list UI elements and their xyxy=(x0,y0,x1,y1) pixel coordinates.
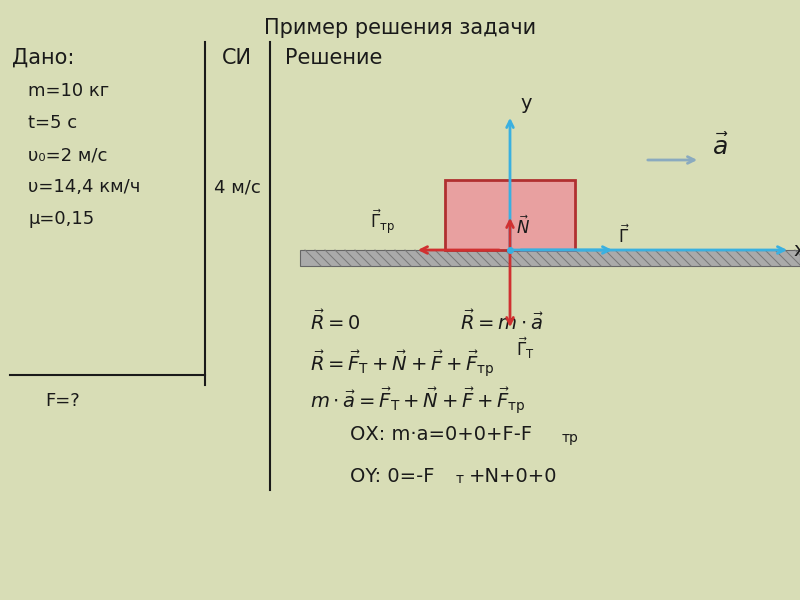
Text: +N+0+0: +N+0+0 xyxy=(469,467,558,486)
Text: ОY: 0=-F: ОY: 0=-F xyxy=(350,467,434,486)
Text: Пример решения задачи: Пример решения задачи xyxy=(264,18,536,38)
Text: μ=0,15: μ=0,15 xyxy=(28,210,94,228)
Bar xyxy=(445,180,575,250)
Text: $\vec{N}$: $\vec{N}$ xyxy=(516,216,530,238)
Text: $\vec{R} = m \cdot \vec{a}$: $\vec{R} = m \cdot \vec{a}$ xyxy=(460,310,544,334)
Text: $\vec{\Gamma}_{\mathrm{T}}$: $\vec{\Gamma}_{\mathrm{T}}$ xyxy=(516,336,534,361)
Text: $\vec{\Gamma}$: $\vec{\Gamma}$ xyxy=(618,225,630,247)
Text: t=5 с: t=5 с xyxy=(28,114,77,132)
Text: x: x xyxy=(793,241,800,259)
Text: $\vec{a}$: $\vec{a}$ xyxy=(712,134,729,160)
Text: т: т xyxy=(456,472,464,486)
Text: тр: тр xyxy=(562,431,579,445)
Text: 4 м/с: 4 м/с xyxy=(214,178,260,196)
Text: F=?: F=? xyxy=(45,392,80,410)
Text: Решение: Решение xyxy=(285,48,382,68)
Text: υ=14,4 км/ч: υ=14,4 км/ч xyxy=(28,178,140,196)
Text: ОХ: m·a=0+0+F-F: ОХ: m·a=0+0+F-F xyxy=(350,425,532,444)
Text: υ₀=2 м/с: υ₀=2 м/с xyxy=(28,146,107,164)
Text: Дано:: Дано: xyxy=(12,48,74,68)
Text: $\vec{R} = \vec{F}_{\mathrm{T}} + \vec{N} + \vec{F} + \vec{F}_{\mathrm{тр}}$: $\vec{R} = \vec{F}_{\mathrm{T}} + \vec{N… xyxy=(310,348,494,379)
Text: СИ: СИ xyxy=(222,48,252,68)
Text: y: y xyxy=(520,94,531,113)
Text: $m \cdot \vec{a} = \vec{F}_{\mathrm{T}} + \vec{N} + \vec{F} + \vec{F}_{\mathrm{т: $m \cdot \vec{a} = \vec{F}_{\mathrm{T}} … xyxy=(310,385,526,416)
Text: $\vec{\Gamma}_{\mathrm{тр}}$: $\vec{\Gamma}_{\mathrm{тр}}$ xyxy=(370,208,395,236)
Bar xyxy=(300,250,800,266)
Text: m=10 кг: m=10 кг xyxy=(28,82,110,100)
Text: $\vec{R} = 0$: $\vec{R} = 0$ xyxy=(310,310,361,334)
